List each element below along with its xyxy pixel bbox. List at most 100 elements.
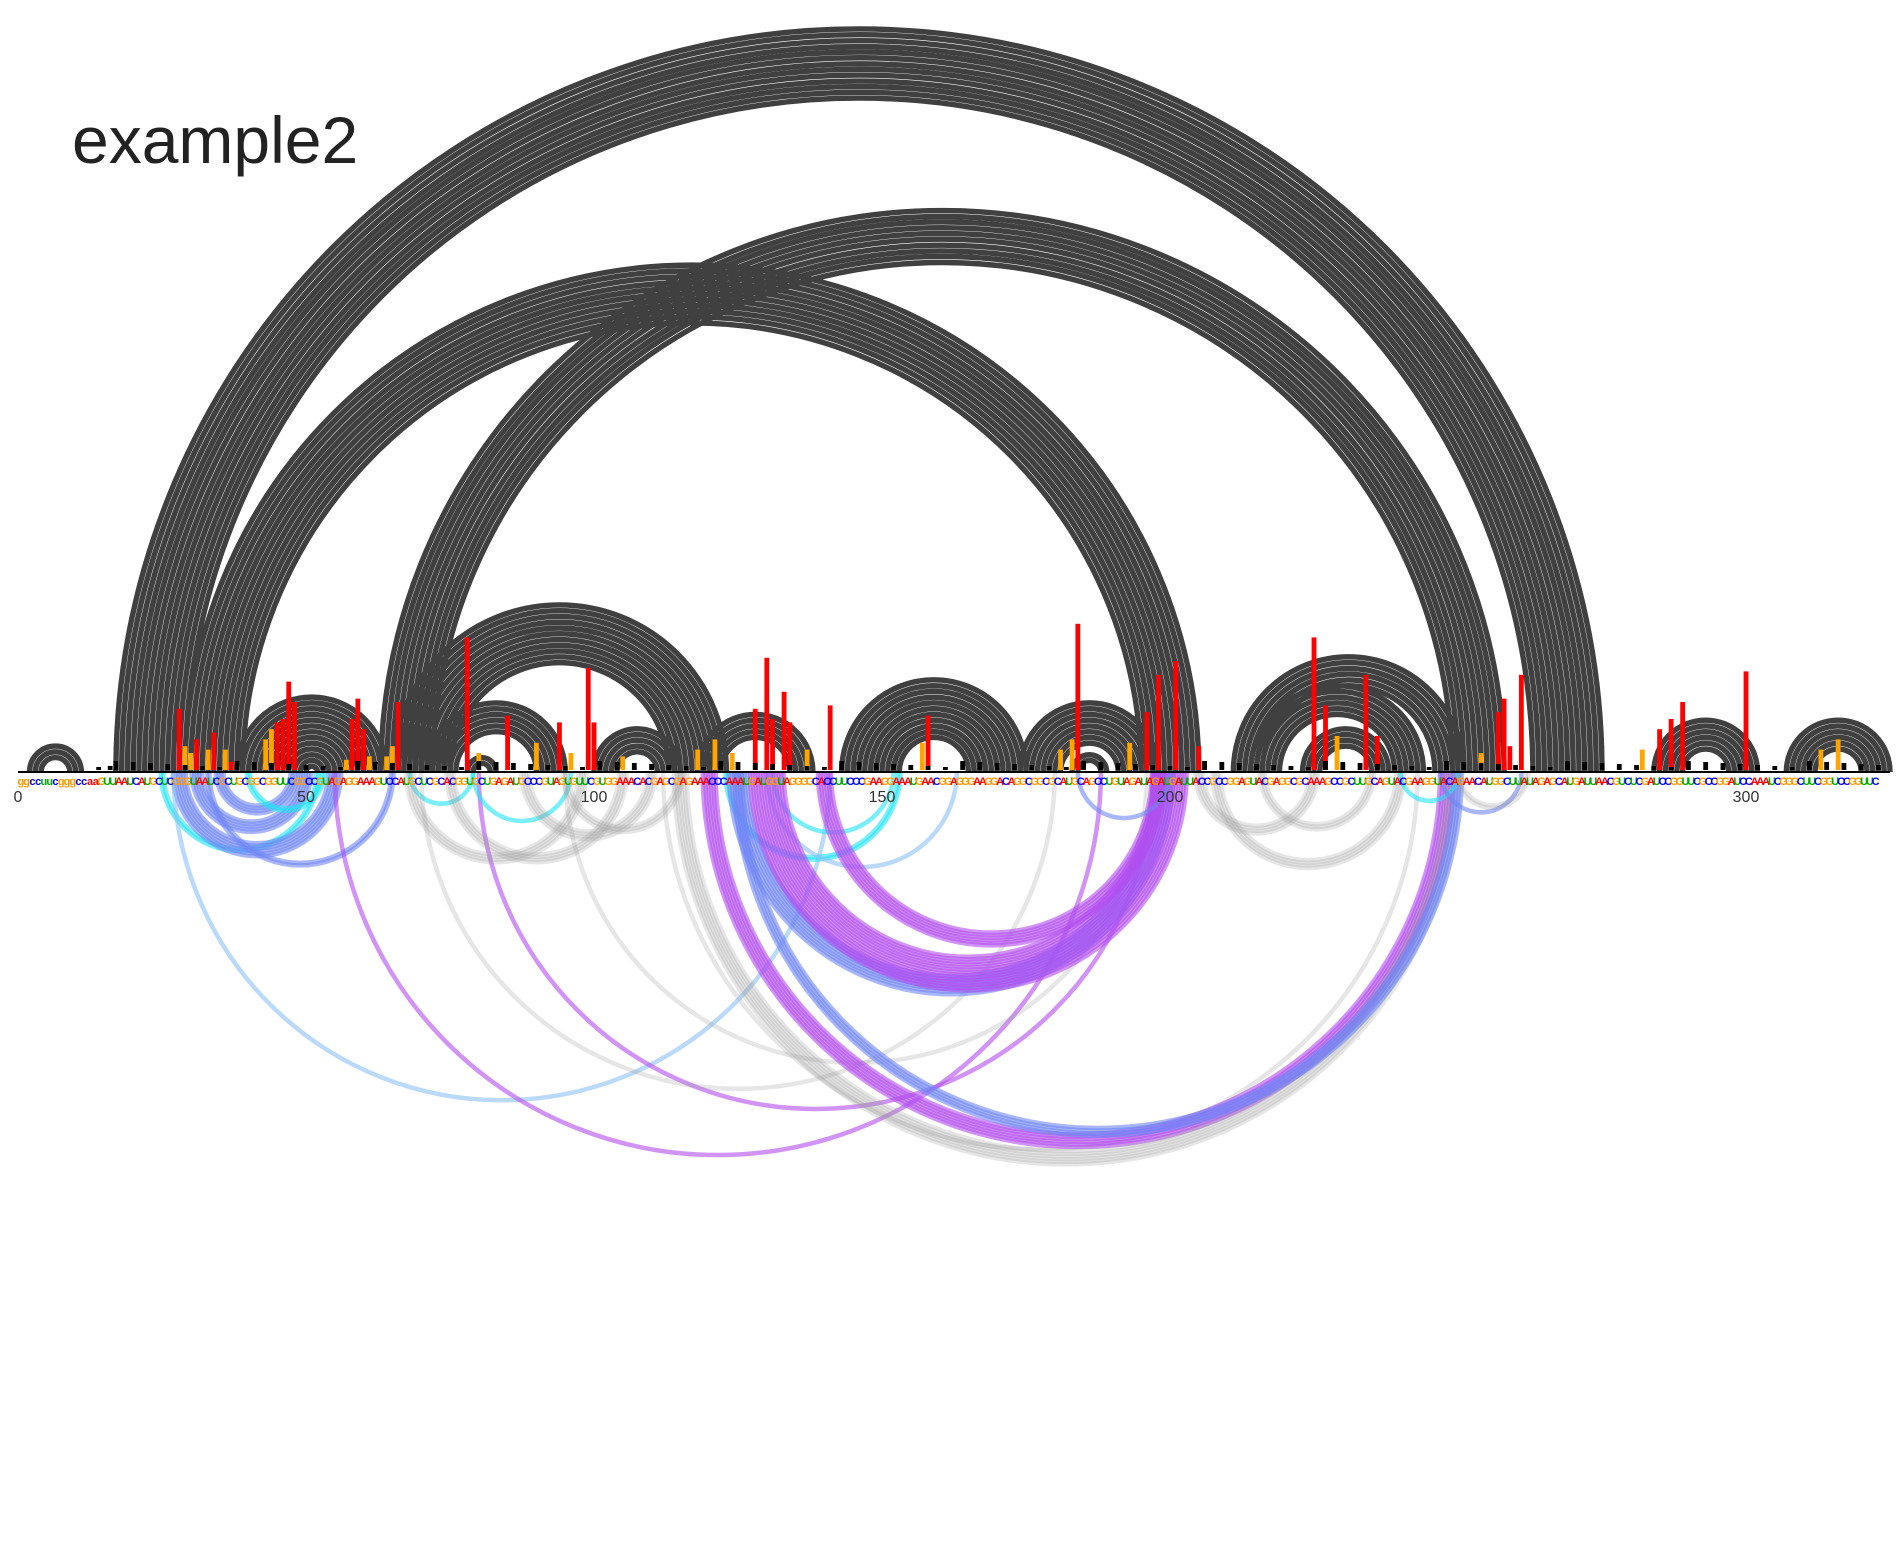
baseline-bar <box>1513 765 1518 770</box>
lower-arc <box>213 771 301 816</box>
nucleotide: C <box>1261 776 1269 788</box>
base-pair-arc <box>274 734 350 773</box>
nucleotide: u <box>41 776 48 788</box>
lower-arc <box>216 771 299 813</box>
tick-label: 200 <box>1157 789 1184 806</box>
base-pair-arc <box>1052 734 1127 773</box>
nucleotide: G <box>374 776 383 788</box>
base-pair-arc <box>1242 665 1455 773</box>
baseline-bar <box>787 765 793 770</box>
baseline-bar <box>424 765 430 770</box>
baseline-bar <box>683 766 689 770</box>
nucleotide: G <box>1151 776 1160 788</box>
nucleotide: G <box>593 776 602 788</box>
nucleotide: G <box>1722 776 1731 788</box>
nucleotide: g <box>18 776 25 788</box>
lower-arc <box>1212 771 1404 868</box>
reactivity-bar <box>274 722 280 770</box>
baseline-bar <box>234 761 240 770</box>
baseline-bar <box>1254 764 1259 770</box>
nucleotide: C <box>1221 776 1229 788</box>
nucleotide: U <box>161 776 169 788</box>
nucleotide: A <box>1543 776 1551 788</box>
baseline-bar <box>1789 767 1795 770</box>
base-pair-arc <box>280 740 344 773</box>
nucleotide: U <box>126 776 134 788</box>
nucleotide: G <box>333 776 342 788</box>
reactivity-bar <box>919 742 925 770</box>
nucleotide: C <box>852 776 860 788</box>
lower-arc <box>180 771 334 849</box>
baseline-bar <box>925 766 931 770</box>
baseline-bar <box>1444 761 1449 770</box>
base-pair-arc <box>896 734 972 773</box>
base-pair-arc <box>1236 659 1461 773</box>
reactivity-bar <box>355 698 361 770</box>
reactivity-bar <box>1334 736 1340 770</box>
nucleotide: G <box>961 776 970 788</box>
reactivity-bar <box>366 756 372 770</box>
nucleotide: U <box>1808 776 1816 788</box>
reactivity-bar <box>1127 742 1133 770</box>
baseline-bar <box>597 761 603 770</box>
nucleotide: A <box>1376 776 1384 788</box>
nucleotide: U <box>547 776 555 788</box>
base-pair-arc <box>1230 654 1467 773</box>
nucleotide: U <box>1589 776 1597 788</box>
nucleotide: C <box>132 776 140 788</box>
nucleotide: U <box>1163 776 1171 788</box>
base-pair-arc <box>153 66 1565 773</box>
reactivity-bar <box>228 761 234 770</box>
reactivity-bar <box>1668 719 1674 770</box>
base-pair-arc <box>170 83 1548 773</box>
nucleotide: A <box>138 776 146 788</box>
nucleotide: U <box>1566 776 1574 788</box>
lower-arc <box>244 771 327 813</box>
nucleotide: G <box>1111 776 1120 788</box>
nucleotide: G <box>650 776 659 788</box>
baseline-bar <box>614 762 620 770</box>
nucleotide: C <box>213 776 221 788</box>
nucleotide: A <box>656 776 664 788</box>
base-pair-arc <box>124 37 1594 773</box>
nucleotide: G <box>270 776 279 788</box>
nucleotide: G <box>293 776 302 788</box>
base-pair-arc <box>441 717 551 773</box>
nucleotide: A <box>892 776 900 788</box>
baseline-bar <box>1357 763 1363 770</box>
nucleotide: A <box>783 776 791 788</box>
nucleotide: U <box>1515 776 1523 788</box>
nucleotide: C <box>714 776 722 788</box>
nucleotide: A <box>443 776 451 788</box>
reactivity-bar <box>1058 749 1063 770</box>
nucleotide: G <box>788 776 797 788</box>
nucleotide: C <box>708 776 716 788</box>
lower-arc <box>207 771 394 866</box>
nucleotide: C <box>1503 776 1511 788</box>
nucleotide: U <box>760 776 768 788</box>
nucleotide: g <box>64 776 71 788</box>
nucleotide: G <box>1457 776 1466 788</box>
reactivity-bar <box>1156 674 1161 770</box>
reactivity-bar <box>1743 671 1749 770</box>
reactivity-bar <box>729 753 735 770</box>
nucleotide: G <box>1699 776 1708 788</box>
base-pair-arc <box>1311 737 1381 773</box>
nucleotide: G <box>1819 776 1828 788</box>
nucleotide: G <box>800 776 809 788</box>
nucleotide: G <box>806 776 815 788</box>
baseline-bar <box>908 765 914 770</box>
base-pair-arc <box>182 262 1202 773</box>
nucleotide: G <box>1088 776 1097 788</box>
lower-arc <box>406 771 587 862</box>
nucleotide: C <box>1607 776 1615 788</box>
base-pair-arc <box>608 743 666 773</box>
nucleotide: A <box>1083 776 1091 788</box>
base-pair-arc <box>1034 717 1144 773</box>
nucleotide: G <box>1848 776 1857 788</box>
reactivity-bar <box>925 715 931 770</box>
base-pair-arc <box>597 731 678 773</box>
reactivity-bar <box>395 702 401 770</box>
nucleotide: G <box>1670 776 1679 788</box>
tick-label: 0 <box>14 789 23 806</box>
